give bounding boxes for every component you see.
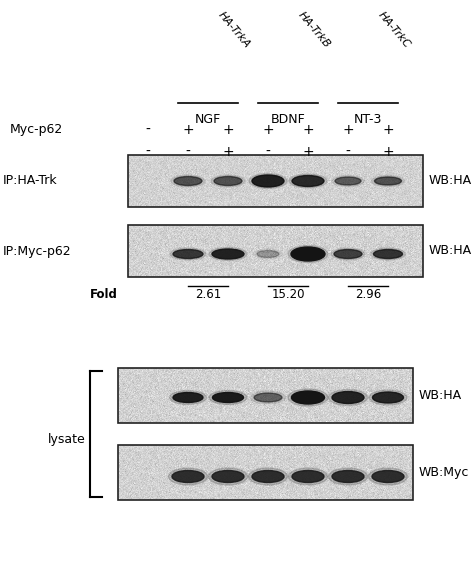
Ellipse shape (369, 390, 407, 405)
Text: HA-TrkC: HA-TrkC (376, 10, 412, 50)
Ellipse shape (212, 249, 244, 259)
Ellipse shape (171, 175, 205, 187)
Ellipse shape (368, 468, 408, 485)
Ellipse shape (374, 249, 402, 258)
Ellipse shape (173, 249, 203, 258)
Text: -: - (146, 123, 150, 137)
Text: WB:HA: WB:HA (429, 174, 472, 187)
Ellipse shape (214, 177, 242, 185)
Text: +: + (222, 123, 234, 137)
Text: 15.20: 15.20 (271, 288, 305, 301)
Ellipse shape (254, 249, 282, 259)
Ellipse shape (209, 468, 247, 485)
Bar (128, 155, 423, 207)
Text: IP:HA-Trk: IP:HA-Trk (3, 174, 58, 187)
Text: +: + (382, 145, 394, 159)
Text: -: - (146, 145, 150, 159)
Text: lysate: lysate (48, 433, 86, 446)
Text: WB:HA: WB:HA (419, 389, 462, 402)
Ellipse shape (249, 174, 287, 188)
Text: WB:HA: WB:HA (429, 245, 472, 258)
Ellipse shape (374, 177, 401, 185)
Ellipse shape (289, 468, 328, 485)
Text: +: + (222, 145, 234, 159)
Ellipse shape (372, 471, 404, 483)
Ellipse shape (212, 471, 244, 483)
Text: Myc-p62: Myc-p62 (10, 123, 63, 137)
Text: -: - (185, 145, 191, 159)
Text: NT-3: NT-3 (354, 113, 382, 126)
Text: +: + (382, 123, 394, 137)
Text: -: - (346, 145, 350, 159)
Ellipse shape (257, 251, 279, 258)
Text: HA-TrkA: HA-TrkA (216, 10, 252, 50)
Ellipse shape (170, 248, 206, 260)
Ellipse shape (332, 471, 364, 483)
Text: HA-TrkB: HA-TrkB (296, 10, 332, 50)
Ellipse shape (331, 248, 365, 260)
Ellipse shape (252, 175, 284, 187)
Ellipse shape (209, 390, 247, 404)
Text: +: + (182, 123, 194, 137)
Ellipse shape (172, 471, 204, 483)
Ellipse shape (170, 390, 207, 404)
Text: +: + (302, 145, 314, 159)
Text: -: - (265, 145, 271, 159)
Ellipse shape (174, 177, 202, 185)
Ellipse shape (248, 468, 288, 485)
Text: BDNF: BDNF (271, 113, 305, 126)
Ellipse shape (332, 392, 364, 403)
Ellipse shape (288, 245, 328, 262)
Ellipse shape (292, 391, 325, 404)
Ellipse shape (291, 247, 325, 261)
Ellipse shape (289, 174, 327, 188)
Ellipse shape (211, 175, 245, 187)
Ellipse shape (328, 468, 367, 485)
Ellipse shape (288, 389, 328, 406)
Ellipse shape (252, 471, 284, 483)
Ellipse shape (250, 391, 285, 404)
Text: +: + (262, 123, 274, 137)
Bar (118, 368, 413, 423)
Text: +: + (342, 123, 354, 137)
Ellipse shape (328, 390, 367, 406)
Ellipse shape (334, 249, 362, 258)
Ellipse shape (254, 393, 282, 402)
Ellipse shape (332, 176, 364, 187)
Ellipse shape (292, 471, 324, 483)
Ellipse shape (212, 393, 244, 403)
Ellipse shape (292, 176, 324, 187)
Bar (118, 445, 413, 500)
Ellipse shape (168, 468, 208, 485)
Bar (128, 225, 423, 277)
Ellipse shape (372, 176, 404, 187)
Text: 2.61: 2.61 (195, 288, 221, 301)
Ellipse shape (335, 177, 361, 185)
Ellipse shape (373, 392, 403, 403)
Text: 2.96: 2.96 (355, 288, 381, 301)
Ellipse shape (173, 393, 203, 403)
Text: IP:Myc-p62: IP:Myc-p62 (3, 245, 72, 258)
Text: WB:Myc: WB:Myc (419, 466, 469, 479)
Text: Fold: Fold (90, 288, 118, 301)
Text: NGF: NGF (195, 113, 221, 126)
Ellipse shape (209, 248, 247, 261)
Text: +: + (302, 123, 314, 137)
Ellipse shape (371, 248, 405, 260)
